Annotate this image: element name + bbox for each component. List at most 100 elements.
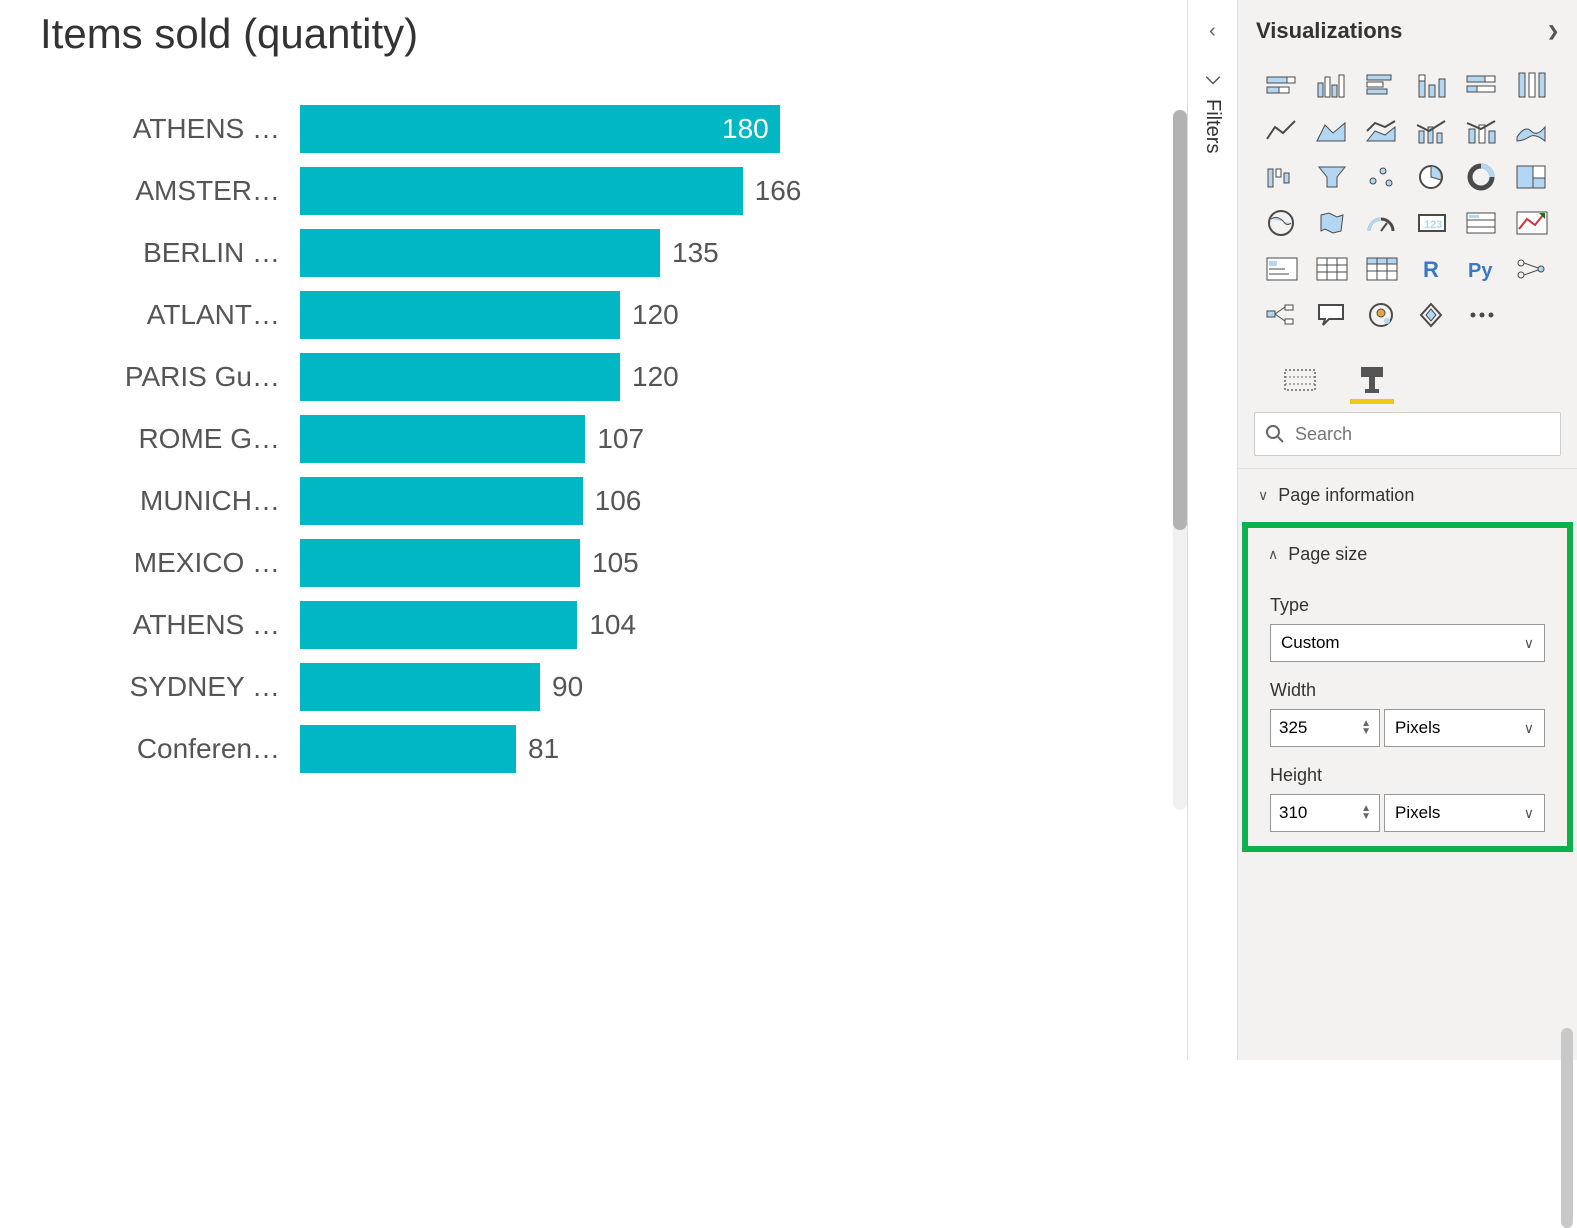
active-tab-underline bbox=[1350, 399, 1394, 404]
panel-scrollbar[interactable] bbox=[1561, 1028, 1573, 1050]
bar-category-label: SYDNEY … bbox=[40, 671, 300, 703]
bar-track: 166 bbox=[300, 167, 1147, 215]
r-visual-icon[interactable]: R bbox=[1412, 252, 1452, 286]
bar-category-label: ATHENS … bbox=[40, 609, 300, 641]
bar[interactable] bbox=[300, 477, 583, 525]
visualization-gallery: 123 R Py bbox=[1238, 62, 1577, 348]
powerapps-icon[interactable] bbox=[1412, 298, 1452, 332]
qa-visual-icon[interactable] bbox=[1312, 298, 1352, 332]
bar[interactable] bbox=[300, 291, 620, 339]
bar-value-label: 81 bbox=[528, 733, 559, 765]
expand-chevron-icon[interactable]: ❯ bbox=[1547, 23, 1559, 40]
line-chart-icon[interactable] bbox=[1262, 114, 1302, 148]
line-column-icon[interactable] bbox=[1412, 114, 1452, 148]
stacked-column-icon[interactable] bbox=[1412, 68, 1452, 102]
bar-category-label: PARIS Gu… bbox=[40, 361, 300, 393]
format-tab-icon[interactable] bbox=[1350, 360, 1394, 400]
width-input[interactable]: 325 ▲▼ bbox=[1270, 709, 1380, 747]
bar[interactable] bbox=[300, 601, 577, 649]
bar-value-label: 120 bbox=[632, 361, 679, 393]
search-input[interactable] bbox=[1295, 424, 1550, 445]
donut-chart-icon[interactable] bbox=[1462, 160, 1502, 194]
bar-row: Conferen…81 bbox=[40, 718, 1147, 780]
format-tabs bbox=[1238, 348, 1577, 412]
pie-chart-icon[interactable] bbox=[1412, 160, 1452, 194]
ribbon-chart-icon[interactable] bbox=[1512, 114, 1552, 148]
page-information-section[interactable]: ∨ Page information bbox=[1238, 468, 1577, 522]
table-icon[interactable] bbox=[1312, 252, 1352, 286]
bar-value-label: 104 bbox=[589, 609, 636, 641]
card-icon[interactable]: 123 bbox=[1412, 206, 1452, 240]
chevron-up-icon: ∧ bbox=[1268, 546, 1278, 563]
bar-track: 105 bbox=[300, 539, 1147, 587]
more-visuals-icon[interactable] bbox=[1462, 298, 1502, 332]
python-visual-icon[interactable]: Py bbox=[1462, 252, 1502, 286]
height-input[interactable]: 310 ▲▼ bbox=[1270, 794, 1380, 832]
key-influencers-icon[interactable] bbox=[1512, 252, 1552, 286]
stacked-area-icon[interactable] bbox=[1362, 114, 1402, 148]
bar-category-label: ATHENS … bbox=[40, 113, 300, 145]
clustered-bar-icon[interactable] bbox=[1362, 68, 1402, 102]
gauge-icon[interactable] bbox=[1362, 206, 1402, 240]
bar[interactable] bbox=[300, 663, 540, 711]
bar[interactable] bbox=[300, 167, 743, 215]
type-dropdown[interactable]: Custom ∨ bbox=[1270, 624, 1545, 662]
chart-body: ATHENS …180AMSTER…166BERLIN …135ATLANT…1… bbox=[40, 98, 1147, 780]
kpi-icon[interactable] bbox=[1512, 206, 1552, 240]
format-search[interactable] bbox=[1254, 412, 1561, 456]
area-chart-icon[interactable] bbox=[1312, 114, 1352, 148]
bar[interactable] bbox=[300, 353, 620, 401]
width-spinner[interactable]: ▲▼ bbox=[1361, 720, 1371, 736]
bar-row: ATHENS … 180 bbox=[40, 98, 1147, 160]
bar-category-label: ATLANT… bbox=[40, 299, 300, 331]
bar-value-label: 135 bbox=[672, 237, 719, 269]
page-size-section[interactable]: ∧ Page size bbox=[1248, 528, 1567, 581]
bar-value-label: 120 bbox=[632, 299, 679, 331]
height-spinner[interactable]: ▲▼ bbox=[1361, 805, 1371, 821]
waterfall-icon[interactable] bbox=[1262, 160, 1302, 194]
svg-text:R: R bbox=[1423, 257, 1439, 282]
scatter-icon[interactable] bbox=[1362, 160, 1402, 194]
height-unit-dropdown[interactable]: Pixels ∨ bbox=[1384, 794, 1545, 832]
bar[interactable] bbox=[300, 105, 780, 153]
page-size-highlight: ∧ Page size Type Custom ∨ Width 325 ▲▼ bbox=[1242, 522, 1573, 852]
bar-track: 106 bbox=[300, 477, 1147, 525]
line-stacked-column-icon[interactable] bbox=[1462, 114, 1502, 148]
100-stacked-bar-icon[interactable] bbox=[1462, 68, 1502, 102]
bar-value-label: 180 bbox=[722, 113, 769, 145]
slicer-icon[interactable] bbox=[1262, 252, 1302, 286]
bar-track: 107 bbox=[300, 415, 1147, 463]
bar[interactable] bbox=[300, 725, 516, 773]
chart-scrollbar[interactable] bbox=[1173, 110, 1187, 810]
panel-scroll-thumb[interactable] bbox=[1561, 1028, 1573, 1228]
height-field: Height 310 ▲▼ Pixels ∨ bbox=[1248, 751, 1567, 836]
fields-tab-icon[interactable] bbox=[1278, 360, 1322, 400]
multi-card-icon[interactable] bbox=[1462, 206, 1502, 240]
chevron-down-icon: ∨ bbox=[1524, 635, 1534, 652]
bar[interactable] bbox=[300, 415, 585, 463]
filled-map-icon[interactable] bbox=[1312, 206, 1352, 240]
bar[interactable] bbox=[300, 229, 660, 277]
format-properties: ∨ Page information ∧ Page size Type Cust… bbox=[1238, 468, 1577, 1060]
arcgis-icon[interactable] bbox=[1362, 298, 1402, 332]
clustered-column-icon[interactable] bbox=[1312, 68, 1352, 102]
chart-scroll-thumb[interactable] bbox=[1173, 110, 1187, 530]
bar-track: 120 bbox=[300, 291, 1147, 339]
decomposition-tree-icon[interactable] bbox=[1262, 298, 1302, 332]
100-stacked-column-icon[interactable] bbox=[1512, 68, 1552, 102]
treemap-icon[interactable] bbox=[1512, 160, 1552, 194]
matrix-icon[interactable] bbox=[1362, 252, 1402, 286]
type-field: Type Custom ∨ bbox=[1248, 581, 1567, 666]
map-icon[interactable] bbox=[1262, 206, 1302, 240]
collapse-chevron-icon[interactable]: ‹ bbox=[1209, 20, 1216, 43]
bar-value-label: 106 bbox=[595, 485, 642, 517]
filters-tab[interactable]: Filters bbox=[1201, 73, 1224, 153]
bar-category-label: MEXICO … bbox=[40, 547, 300, 579]
bar[interactable] bbox=[300, 539, 580, 587]
width-unit-dropdown[interactable]: Pixels ∨ bbox=[1384, 709, 1545, 747]
bar-row: SYDNEY …90 bbox=[40, 656, 1147, 718]
stacked-bar-icon[interactable] bbox=[1262, 68, 1302, 102]
bar-row: AMSTER…166 bbox=[40, 160, 1147, 222]
funnel-icon[interactable] bbox=[1312, 160, 1352, 194]
filter-icon bbox=[1204, 73, 1222, 91]
